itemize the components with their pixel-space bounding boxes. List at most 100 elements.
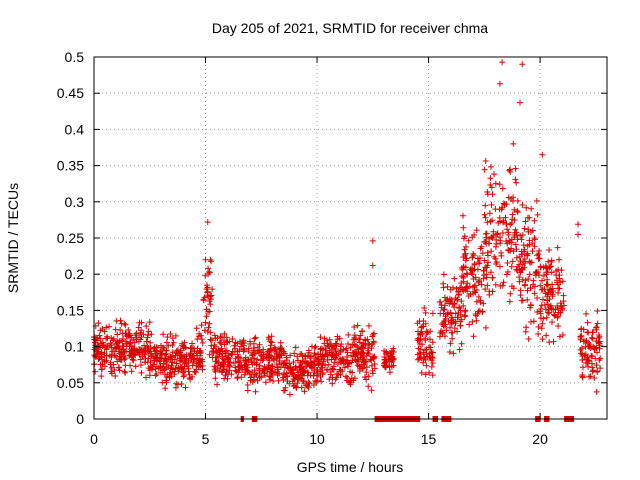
data-point (327, 371, 334, 378)
data-point (537, 282, 544, 289)
data-point (217, 340, 224, 347)
data-point (499, 229, 506, 236)
data-point (180, 373, 187, 380)
data-point (592, 355, 599, 362)
data-point (428, 363, 435, 370)
data-point (116, 367, 123, 374)
data-point (323, 337, 330, 344)
data-point (579, 356, 586, 363)
data-point (522, 277, 529, 284)
data-point (463, 255, 470, 262)
data-point (214, 381, 221, 388)
data-point (275, 377, 282, 384)
data-point (352, 351, 359, 358)
data-point (579, 345, 586, 352)
data-point (497, 234, 504, 241)
data-point (582, 351, 589, 358)
data-point (481, 267, 488, 274)
data-point (475, 308, 482, 315)
data-point (311, 369, 318, 376)
data-point (365, 383, 372, 390)
data-point (472, 289, 479, 296)
data-point (548, 259, 555, 266)
data-point (388, 347, 395, 354)
data-point (229, 348, 236, 355)
data-point (369, 341, 376, 348)
data-point (543, 314, 550, 321)
data-point (119, 335, 126, 342)
data-point (130, 357, 137, 364)
data-point (447, 340, 454, 347)
data-point (491, 253, 498, 260)
data-point (225, 352, 232, 359)
data-point (553, 272, 560, 279)
data-point (525, 228, 532, 235)
data-point (482, 158, 489, 165)
data-point (281, 364, 288, 371)
data-point (529, 227, 536, 234)
data-point (556, 256, 563, 263)
data-point (371, 365, 378, 372)
data-point (440, 271, 447, 278)
data-point (359, 349, 366, 356)
data-point (223, 369, 230, 376)
data-point (256, 367, 263, 374)
data-point (169, 359, 176, 366)
data-point (144, 343, 151, 350)
y-tick-label: 0.35 (57, 158, 84, 174)
data-point (485, 259, 492, 266)
data-point (527, 259, 534, 266)
data-point (103, 324, 110, 331)
data-point (270, 355, 277, 362)
data-point (484, 219, 491, 226)
data-point (528, 205, 535, 212)
data-point (537, 264, 544, 271)
data-point (268, 339, 275, 346)
data-point (240, 345, 247, 352)
data-point (519, 61, 526, 68)
data-point (344, 349, 351, 356)
data-point (304, 383, 311, 390)
data-point (209, 286, 216, 293)
y-tick-label: 0.2 (65, 266, 85, 282)
data-point (577, 334, 584, 341)
data-point (529, 248, 536, 255)
data-point (234, 375, 241, 382)
data-point (456, 346, 463, 353)
data-point (488, 248, 495, 255)
data-point (251, 335, 258, 342)
data-point (366, 341, 373, 348)
data-point (328, 349, 335, 356)
data-point (132, 363, 139, 370)
data-point (103, 357, 110, 364)
data-point (203, 306, 210, 313)
y-axis-label: SRMTID / TECUs (5, 183, 21, 293)
data-point (414, 336, 421, 343)
data-point (319, 352, 326, 359)
data-point (208, 342, 215, 349)
data-point (359, 356, 366, 363)
data-point (559, 305, 566, 312)
data-point (105, 342, 112, 349)
data-point (423, 362, 430, 369)
data-point (459, 212, 466, 219)
data-point (539, 296, 546, 303)
data-point (219, 353, 226, 360)
data-point (162, 385, 169, 392)
data-point (280, 376, 287, 383)
data-point (104, 333, 111, 340)
data-point (147, 339, 154, 346)
data-point (490, 228, 497, 235)
data-point (540, 272, 547, 279)
data-point (206, 298, 213, 305)
data-point (139, 349, 146, 356)
data-point (512, 241, 519, 248)
data-point (337, 366, 344, 373)
data-point (499, 185, 506, 192)
data-point (345, 359, 352, 366)
data-point (247, 341, 254, 348)
data-point (491, 171, 498, 178)
data-point (493, 260, 500, 267)
data-point (538, 302, 545, 309)
data-point (458, 340, 465, 347)
